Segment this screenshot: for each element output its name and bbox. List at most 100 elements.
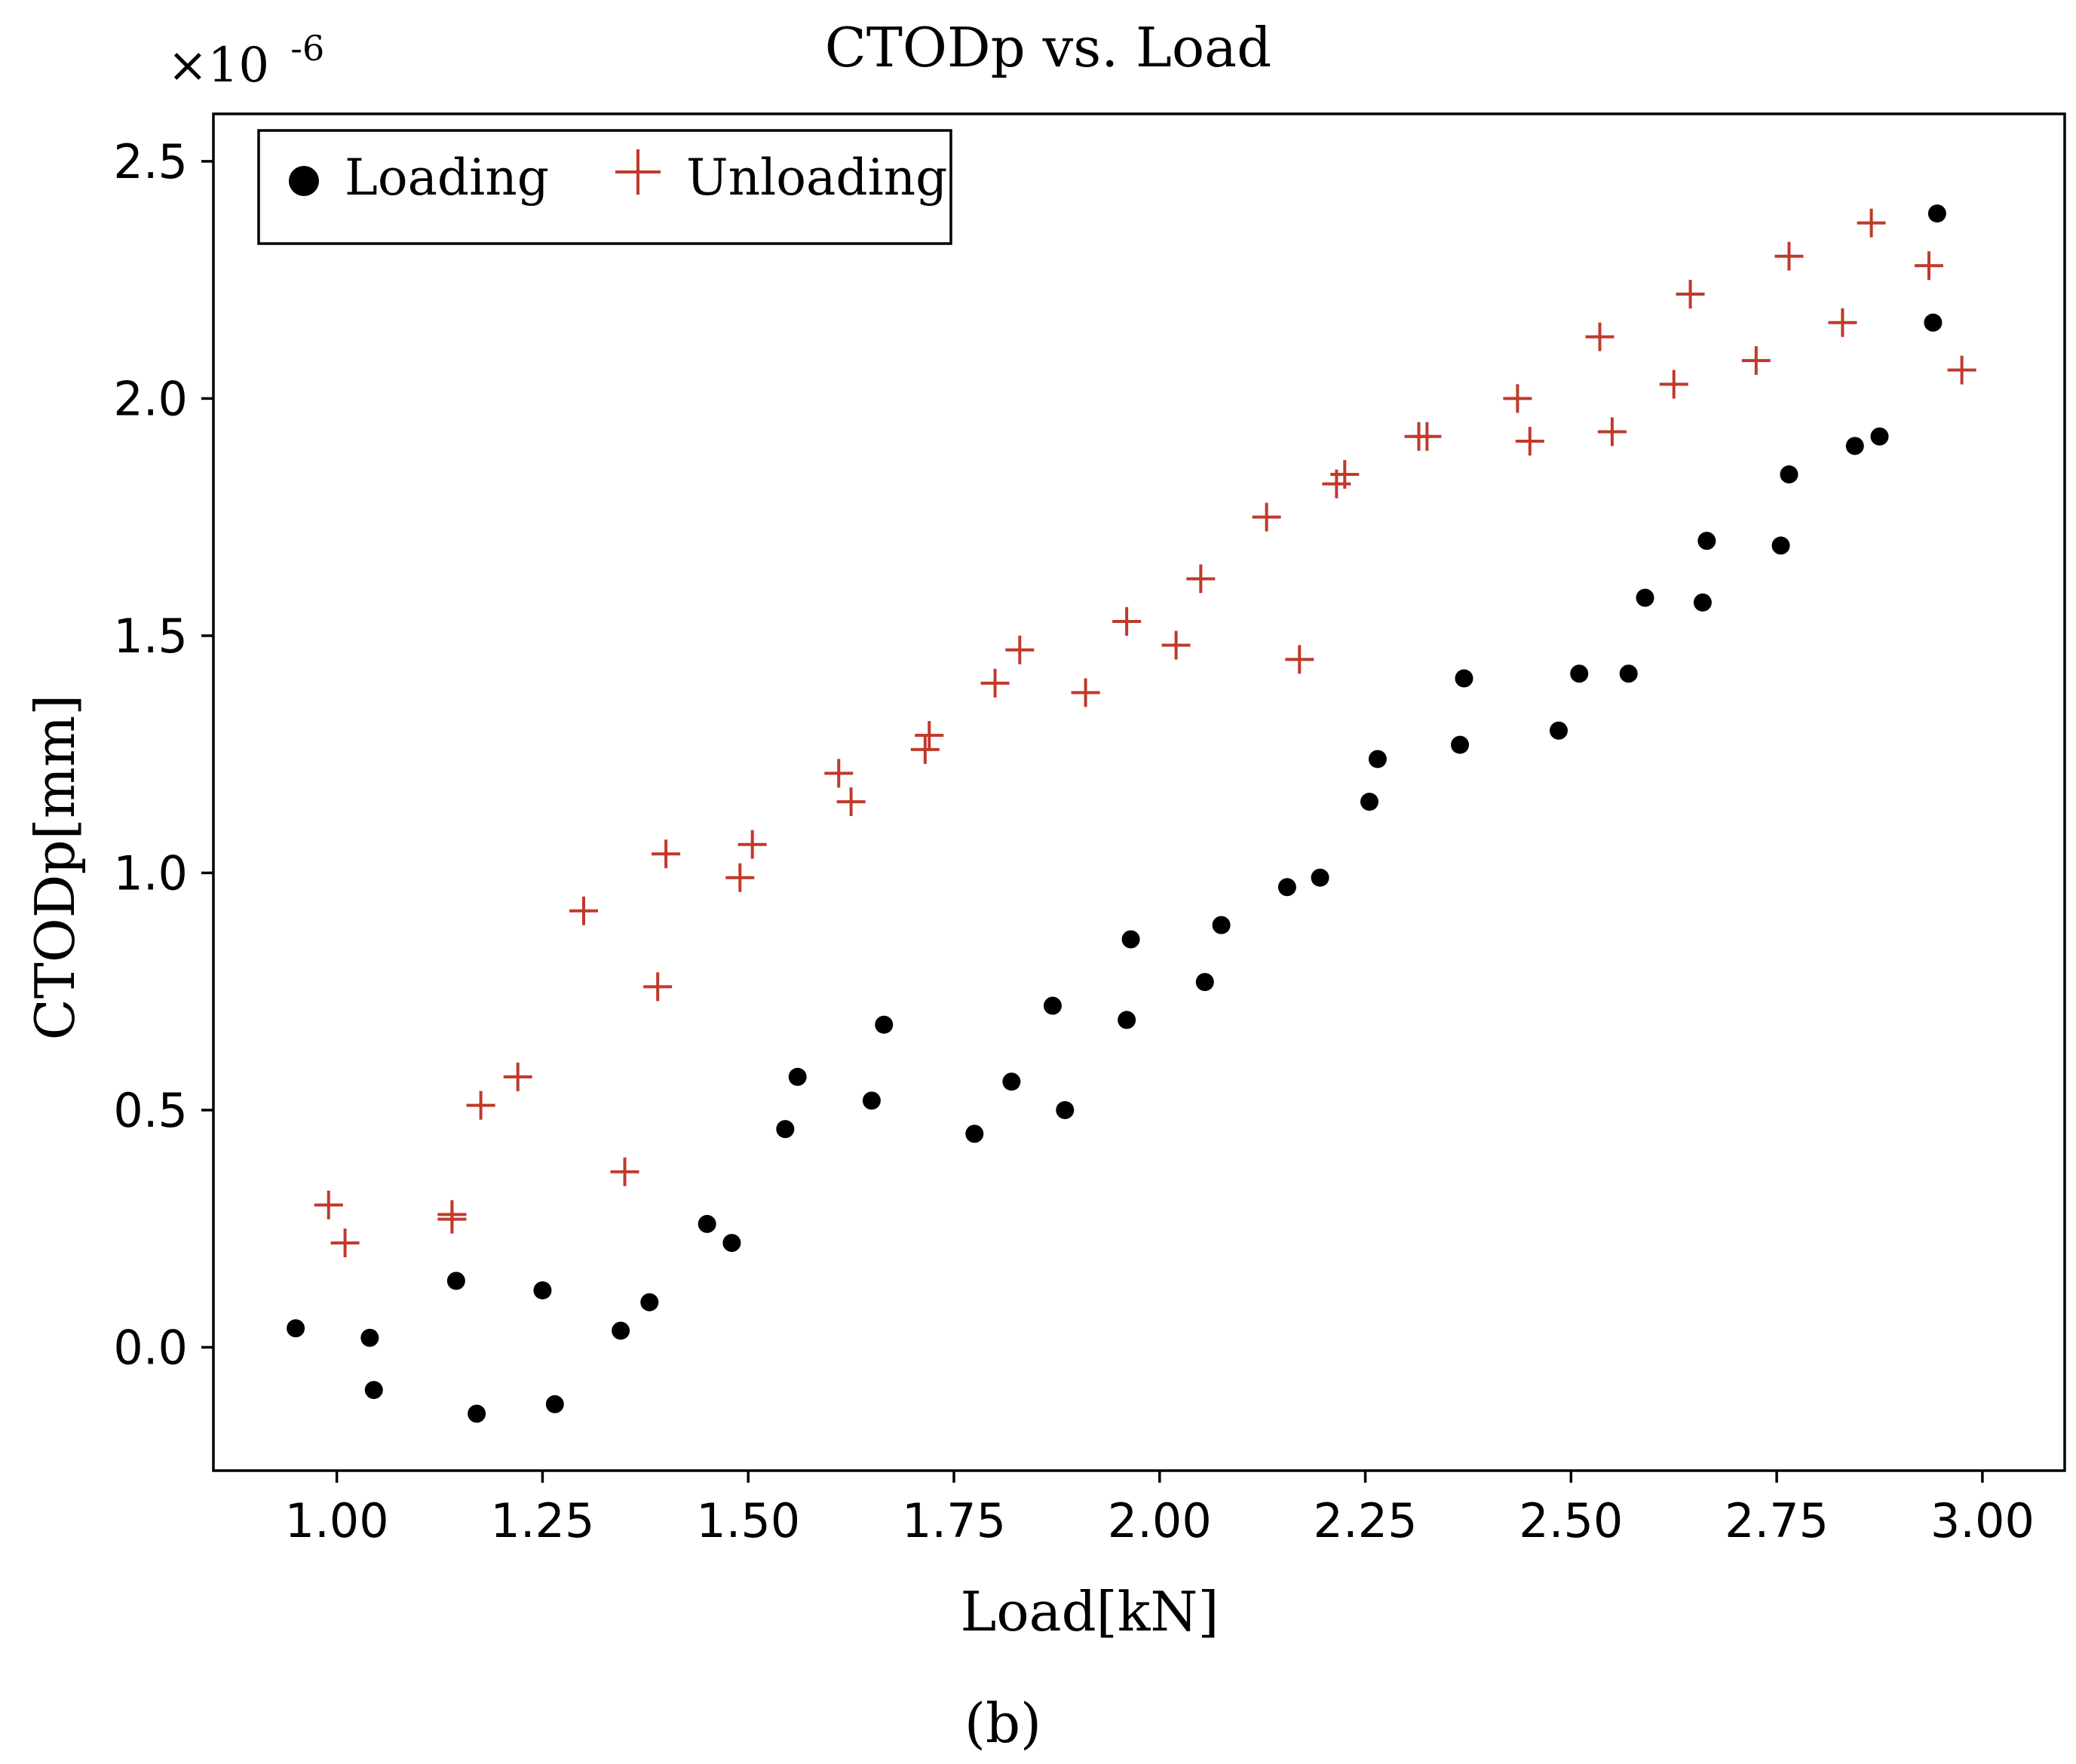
unloading-point [1585,322,1614,351]
unloading-point [652,839,681,869]
loading-point [1570,664,1589,683]
loading-point [862,1091,881,1110]
unloading-point [1857,208,1886,238]
loading-point [1697,532,1716,551]
loading-point [1212,916,1231,934]
loading-point [1845,437,1864,456]
legend-loading-marker [289,166,319,196]
loading-point [776,1120,795,1139]
unloading-point [1947,355,1976,385]
loading-point [1771,536,1790,555]
x-tick-label: 3.00 [1930,1493,2035,1548]
x-axis-label: Load[kN] [961,1580,1219,1643]
loading-point [287,1319,305,1338]
unloading-point [836,787,866,817]
unloading-point [466,1091,495,1120]
unloading-point [1828,308,1857,337]
unloading-point [503,1062,532,1091]
unloading-point [1515,427,1544,456]
loading-point [1924,313,1943,332]
unloading-point [1774,241,1804,271]
x-tick-label: 2.50 [1519,1493,1623,1548]
unloading-point [1071,678,1100,707]
unloading-point [1186,564,1216,594]
loading-point [1277,878,1296,897]
unloading-point [1285,645,1314,674]
loading-point [1636,588,1654,607]
y-tick-label: 0.5 [113,1083,188,1138]
unloading-point [569,896,598,925]
unloading-point [314,1190,343,1219]
loading-point [788,1067,807,1086]
unloading-point [330,1229,360,1258]
loading-point [1451,735,1470,754]
unloading-point [725,863,755,892]
unloading-point [910,735,940,764]
loading-point [533,1281,552,1299]
loading-point [1043,996,1062,1015]
x-tick-label: 1.00 [285,1493,389,1548]
loading-point [1360,793,1379,811]
x-tick-label: 1.75 [902,1493,1006,1548]
loading-point [1311,868,1329,887]
unloading-point [1914,251,1943,281]
unloading-point [1330,460,1360,489]
loading-point [1368,750,1387,768]
figure-caption: (b) [964,1692,1041,1755]
loading-point [612,1321,630,1340]
loading-point [545,1394,564,1413]
unloading-point [1503,384,1532,413]
unloading-point [1252,502,1281,532]
unloading-point [1161,630,1191,660]
loading-point [468,1404,486,1423]
legend-unloading-label: Unloading [686,149,947,207]
y-tick-label: 2.5 [113,134,188,189]
loading-point [698,1214,716,1233]
x-tick-label: 2.25 [1314,1493,1418,1548]
unloading-point [643,972,673,1002]
unloading-point [1112,607,1142,637]
loading-point [875,1015,894,1034]
loading-point [1121,930,1140,949]
loading-point [1195,973,1214,992]
y-scale-label: ×10 -6 [167,28,324,94]
unloading-point [610,1157,639,1186]
loading-point [1455,669,1473,688]
y-tick-label: 0.0 [113,1320,188,1375]
unloading-point [1676,280,1705,309]
loading-point [1780,465,1798,484]
loading-point [1693,593,1712,612]
series-unloading [314,208,1976,1258]
unloading-point [1741,346,1771,376]
unloading-point [1005,635,1035,664]
loading-point [1002,1072,1021,1091]
loading-point [1927,204,1946,223]
y-scale-base: ×10 [167,38,269,94]
x-tick-label: 2.00 [1108,1493,1212,1548]
loading-point [1056,1100,1075,1119]
unloading-point [980,668,1010,698]
y-axis-label: CTODp[mm] [23,695,87,1041]
y-scale-exponent: -6 [290,28,324,69]
loading-point [965,1124,984,1143]
y-tick-label: 1.0 [113,845,188,900]
unloading-point [1412,422,1442,451]
x-tick-label: 2.75 [1725,1493,1829,1548]
y-axis-ticks: 0.0 0.5 1.0 1.5 2.0 2.5 [113,134,213,1375]
loading-point [446,1272,465,1290]
x-axis-ticks: 1.00 1.25 1.50 1.75 2.00 2.25 2.50 2.75 3.00 [285,1471,2035,1548]
legend-box [257,129,952,245]
loading-point [360,1328,379,1347]
unloading-point [824,759,854,788]
legend: Loading Unloading [257,129,952,245]
loading-point [640,1293,659,1311]
unloading-point [1597,417,1627,446]
loading-point [364,1381,383,1400]
legend-loading-label: Loading [345,149,549,207]
unloading-point [437,1200,467,1229]
x-tick-label: 1.50 [696,1493,800,1548]
loading-point [1118,1011,1136,1029]
loading-point [1870,427,1889,446]
unloading-point [915,721,944,750]
